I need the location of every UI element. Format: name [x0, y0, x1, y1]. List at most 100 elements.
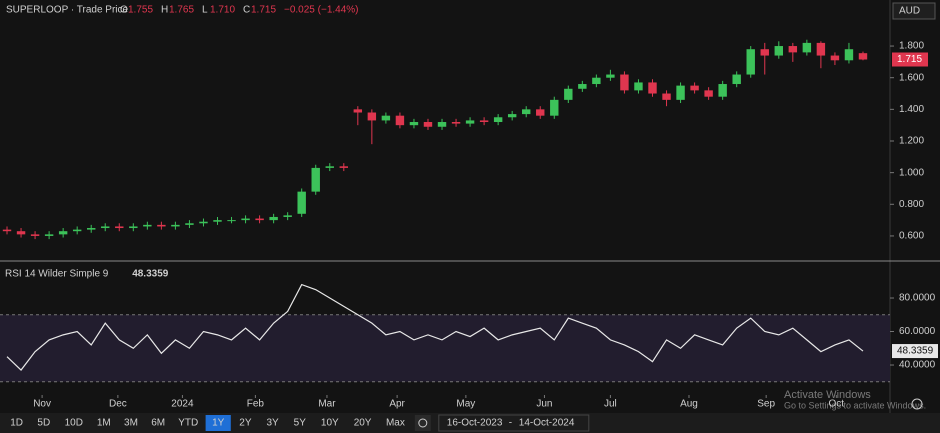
candle-body: [465, 120, 475, 124]
ohlc-key: H: [161, 5, 168, 16]
ohlc-value: 1.765: [169, 5, 194, 16]
range-label[interactable]: 10D: [65, 418, 83, 429]
x-tick-label: 2024: [171, 399, 194, 410]
price-change: −0.025 (−1.44%): [284, 5, 359, 16]
candle-body: [409, 122, 419, 126]
candle-body: [255, 218, 264, 221]
range-label[interactable]: 6M: [151, 418, 165, 429]
range-label[interactable]: 20Y: [354, 418, 372, 429]
candle-body: [199, 221, 208, 224]
x-tick-label: Jul: [604, 399, 617, 410]
candle-body: [16, 231, 26, 235]
candle-body: [507, 114, 517, 118]
range-button[interactable]: [347, 415, 378, 431]
range-label[interactable]: 3M: [124, 418, 138, 429]
rsi-tag: [892, 344, 938, 359]
range-button[interactable]: [380, 415, 411, 431]
candle-body: [58, 231, 68, 235]
candle-body: [381, 115, 391, 121]
y-tick-label: 40.0000: [899, 360, 936, 371]
y-tick-label: 0.600: [899, 231, 924, 242]
range-label[interactable]: 5Y: [294, 418, 307, 429]
candle-body: [493, 117, 503, 123]
range-button[interactable]: [118, 415, 144, 431]
range-label[interactable]: 1M: [97, 418, 111, 429]
ohlc-value: 1.755: [128, 5, 153, 16]
range-label[interactable]: 3Y: [266, 418, 279, 429]
candle-body: [451, 122, 461, 124]
range-button[interactable]: [172, 415, 204, 431]
date-sep[interactable]: -: [509, 418, 512, 429]
settings-icon: [418, 418, 428, 428]
y-tick-label: 80.0000: [899, 293, 936, 304]
scroll-icon[interactable]: [911, 398, 923, 410]
y-tick-label: 0.800: [899, 199, 924, 210]
range-button[interactable]: [145, 415, 171, 431]
range-button[interactable]: [232, 415, 258, 431]
candle-body: [774, 46, 783, 56]
range-button[interactable]: [287, 415, 313, 431]
x-tick-label: Oct: [829, 399, 845, 410]
rsi-title: RSI 14 Wilder Simple 9: [5, 269, 109, 280]
candle-body: [297, 191, 306, 214]
date-range[interactable]: [438, 414, 590, 432]
candle-body: [325, 166, 334, 168]
date-from[interactable]: 16-Oct-2023: [447, 418, 503, 429]
range-button[interactable]: [260, 415, 286, 431]
candle-body: [844, 49, 854, 61]
candle-body: [690, 85, 699, 91]
candle-body: [536, 109, 545, 116]
currency-box[interactable]: [892, 2, 936, 20]
candle-body: [746, 49, 755, 75]
candle-body: [634, 82, 643, 91]
candle-body: [171, 224, 180, 227]
candle-body: [676, 85, 685, 100]
rsi-last: 48.3359: [897, 346, 934, 357]
range-button[interactable]: [4, 415, 30, 431]
range-label[interactable]: 10Y: [321, 418, 339, 429]
candle-body: [858, 53, 868, 60]
candle-body: [87, 228, 96, 230]
candle-body: [115, 226, 124, 229]
date-to[interactable]: 14-Oct-2024: [519, 418, 575, 429]
range-label[interactable]: 1D: [10, 418, 23, 429]
candle-body: [437, 122, 447, 127]
ohlc-key: L: [202, 5, 208, 16]
x-tick-label: Nov: [33, 399, 51, 410]
candle-body: [564, 88, 573, 100]
candle-body: [227, 220, 236, 222]
y-tick-label: 60.0000: [899, 326, 936, 337]
range-label[interactable]: 2Y: [239, 418, 252, 429]
settings-button[interactable]: [414, 415, 431, 431]
range-button[interactable]: [91, 415, 117, 431]
candle-body: [788, 46, 798, 53]
range-button[interactable]: [314, 415, 346, 431]
candle-body: [185, 223, 194, 225]
candle-body: [606, 74, 615, 78]
range-label[interactable]: YTD: [178, 418, 198, 429]
watermark-title: Activate Windows: [784, 389, 871, 401]
candle-body: [367, 112, 377, 121]
range-button[interactable]: [31, 415, 57, 431]
rsi-legend-value: 48.3359: [132, 269, 169, 280]
ohlc-value: 1.715: [251, 5, 276, 16]
candle-body: [101, 226, 110, 229]
y-tick-label: 1.400: [899, 104, 924, 115]
y-tick-label: 1.000: [899, 167, 924, 178]
candle-body: [283, 215, 292, 217]
range-label[interactable]: 1Y: [212, 418, 225, 429]
range-label[interactable]: Max: [386, 418, 405, 429]
candle-body: [830, 55, 840, 61]
candle-body: [423, 122, 433, 127]
x-tick-label: May: [456, 399, 475, 410]
symbol-title: SUPERLOOP · Trade Price: [6, 5, 129, 16]
range-button[interactable]: [205, 415, 231, 431]
x-tick-label: Feb: [247, 399, 265, 410]
x-tick-label: Dec: [109, 399, 127, 410]
x-tick-label: Aug: [680, 399, 698, 410]
candle-body: [157, 224, 166, 227]
range-button[interactable]: [58, 415, 90, 431]
currency[interactable]: AUD: [899, 6, 920, 17]
range-label[interactable]: 5D: [37, 418, 50, 429]
